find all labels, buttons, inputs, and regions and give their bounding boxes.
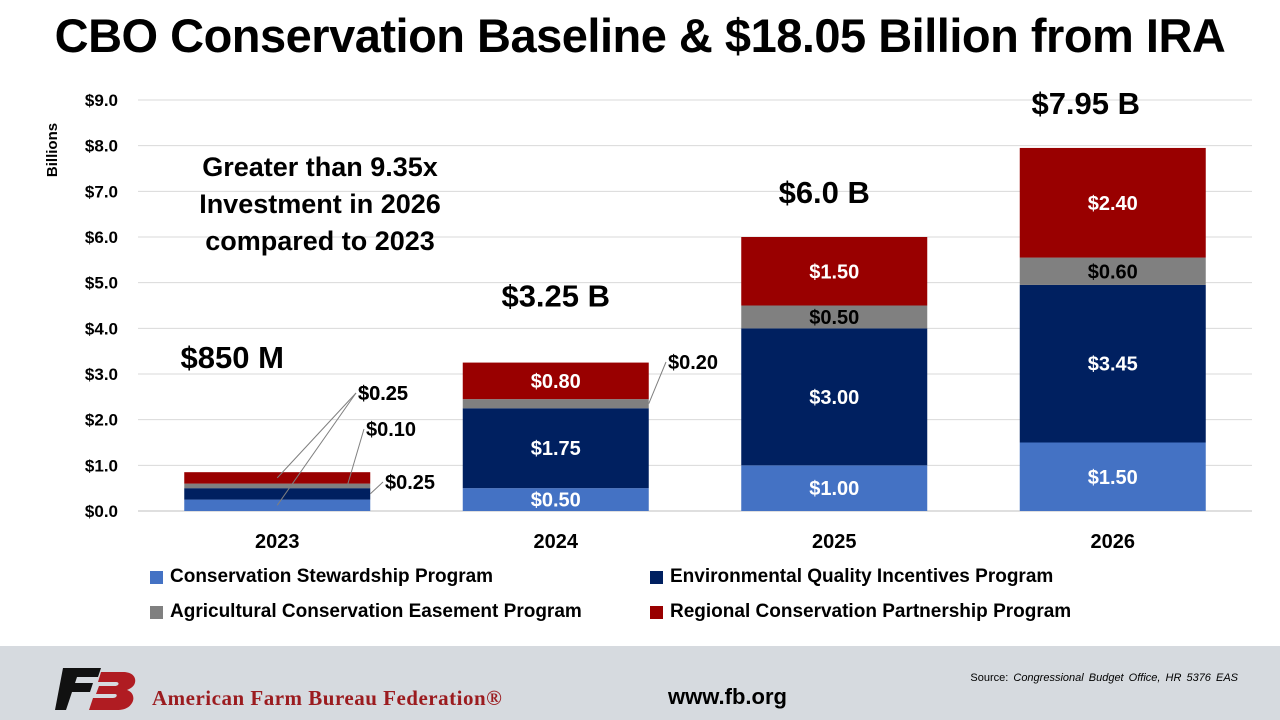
legend-swatch — [650, 605, 663, 619]
legend-label: Regional Conservation Partnership Progra… — [670, 601, 1072, 622]
y-tick-label: $7.0 — [85, 182, 118, 201]
farm-bureau-logo-icon — [55, 668, 136, 710]
data-label: $1.50 — [809, 261, 859, 283]
callout-line — [648, 361, 667, 404]
footer-bar: American Farm Bureau Federation® www.fb.… — [0, 646, 1280, 720]
website-link[interactable]: www.fb.org — [668, 684, 787, 709]
legend-item: Agricultural Conservation Easement Progr… — [150, 601, 582, 623]
organization-name: American Farm Bureau Federation® — [152, 686, 503, 710]
x-tick-label: 2023 — [255, 531, 300, 553]
bar-segment — [184, 499, 371, 511]
bar-segment — [1019, 147, 1206, 258]
data-label: $0.50 — [531, 490, 581, 512]
x-tick-label: 2024 — [534, 531, 579, 553]
callout-line — [276, 392, 357, 479]
bar-segment — [184, 483, 371, 489]
x-tick-label: 2025 — [812, 531, 857, 553]
bar-segment — [741, 465, 928, 511]
callout-label: $0.25 — [385, 472, 435, 494]
x-tick-label: 2026 — [1091, 531, 1136, 553]
legend-item: Environmental Quality Incentives Program — [650, 566, 1053, 588]
bar-segment — [184, 488, 371, 500]
legend-swatch — [650, 570, 663, 584]
bar-total-label: $3.25 B — [501, 279, 610, 314]
y-tick-label: $2.0 — [85, 411, 118, 430]
annotation-text: Greater than 9.35x — [202, 152, 438, 182]
bar-segment — [1019, 257, 1206, 285]
legend-item: Conservation Stewardship Program — [150, 566, 493, 588]
callout-label: $0.20 — [668, 352, 718, 374]
data-label: $1.75 — [531, 438, 581, 460]
data-label: $0.80 — [531, 371, 581, 393]
data-label: $3.00 — [809, 387, 859, 409]
legend-label: Conservation Stewardship Program — [170, 566, 494, 587]
bar-segment — [741, 305, 928, 329]
data-label: $2.40 — [1088, 193, 1138, 215]
bar-segment — [462, 362, 649, 400]
legend-label: Agricultural Conservation Easement Progr… — [170, 601, 582, 622]
bar-segment — [741, 328, 928, 466]
annotation-text: Investment in 2026 — [199, 189, 441, 219]
y-tick-label: $3.0 — [85, 365, 118, 384]
stacked-bar-chart: $0.0 $1.0 $2.0 $3.0 $4.0 $5.0 $6.0 $7.0 $8.0 $9.0… — [44, 86, 1252, 553]
y-tick-label: $4.0 — [85, 319, 118, 338]
callout-line — [276, 392, 357, 506]
source-label: Source: — [970, 672, 1009, 684]
data-label: $0.60 — [1088, 261, 1138, 283]
bar-total-label: $6.0 B — [779, 175, 870, 210]
data-label: $0.50 — [809, 307, 859, 329]
y-tick-label: $0.0 — [85, 502, 118, 521]
bar-segment — [1019, 284, 1206, 443]
y-tick-label: $5.0 — [85, 274, 118, 293]
callout-label: $0.25 — [358, 383, 408, 405]
legend-item: Regional Conservation Partnership Progra… — [650, 601, 1071, 623]
bar-segment — [462, 399, 649, 409]
y-tick-label: $6.0 — [85, 228, 118, 247]
source-text: Congressional Budget Office, HR 5376 EAS — [1013, 672, 1238, 684]
legend-swatch — [150, 570, 163, 584]
source-note: Source: Congressional Budget Office, HR … — [970, 672, 1238, 684]
bar-segment — [1019, 442, 1206, 511]
bar-total-label: $7.95 B — [1031, 86, 1140, 121]
legend-swatch — [150, 605, 163, 619]
y-axis-label: Billions — [44, 123, 61, 177]
callout-line — [369, 481, 384, 495]
data-label: $1.50 — [1088, 467, 1138, 489]
callout-label: $0.10 — [366, 419, 416, 441]
annotation-text: compared to 2023 — [205, 226, 435, 256]
y-tick-label: $8.0 — [85, 137, 118, 156]
callout-label: $0.25 — [358, 383, 408, 405]
legend-label: Environmental Quality Incentives Program — [670, 566, 1054, 587]
data-label: $3.45 — [1088, 354, 1138, 376]
callout-line — [346, 428, 365, 487]
bar-total-label: $850 M — [181, 340, 284, 375]
bar-segment — [741, 237, 928, 306]
data-label: $1.00 — [809, 478, 859, 500]
bar-segment — [462, 408, 649, 489]
page-title: CBO Conservation Baseline & $18.05 Billi… — [54, 9, 1226, 62]
bar-segment — [462, 488, 649, 511]
y-tick-label: $9.0 — [85, 91, 118, 110]
y-tick-label: $1.0 — [85, 456, 118, 475]
